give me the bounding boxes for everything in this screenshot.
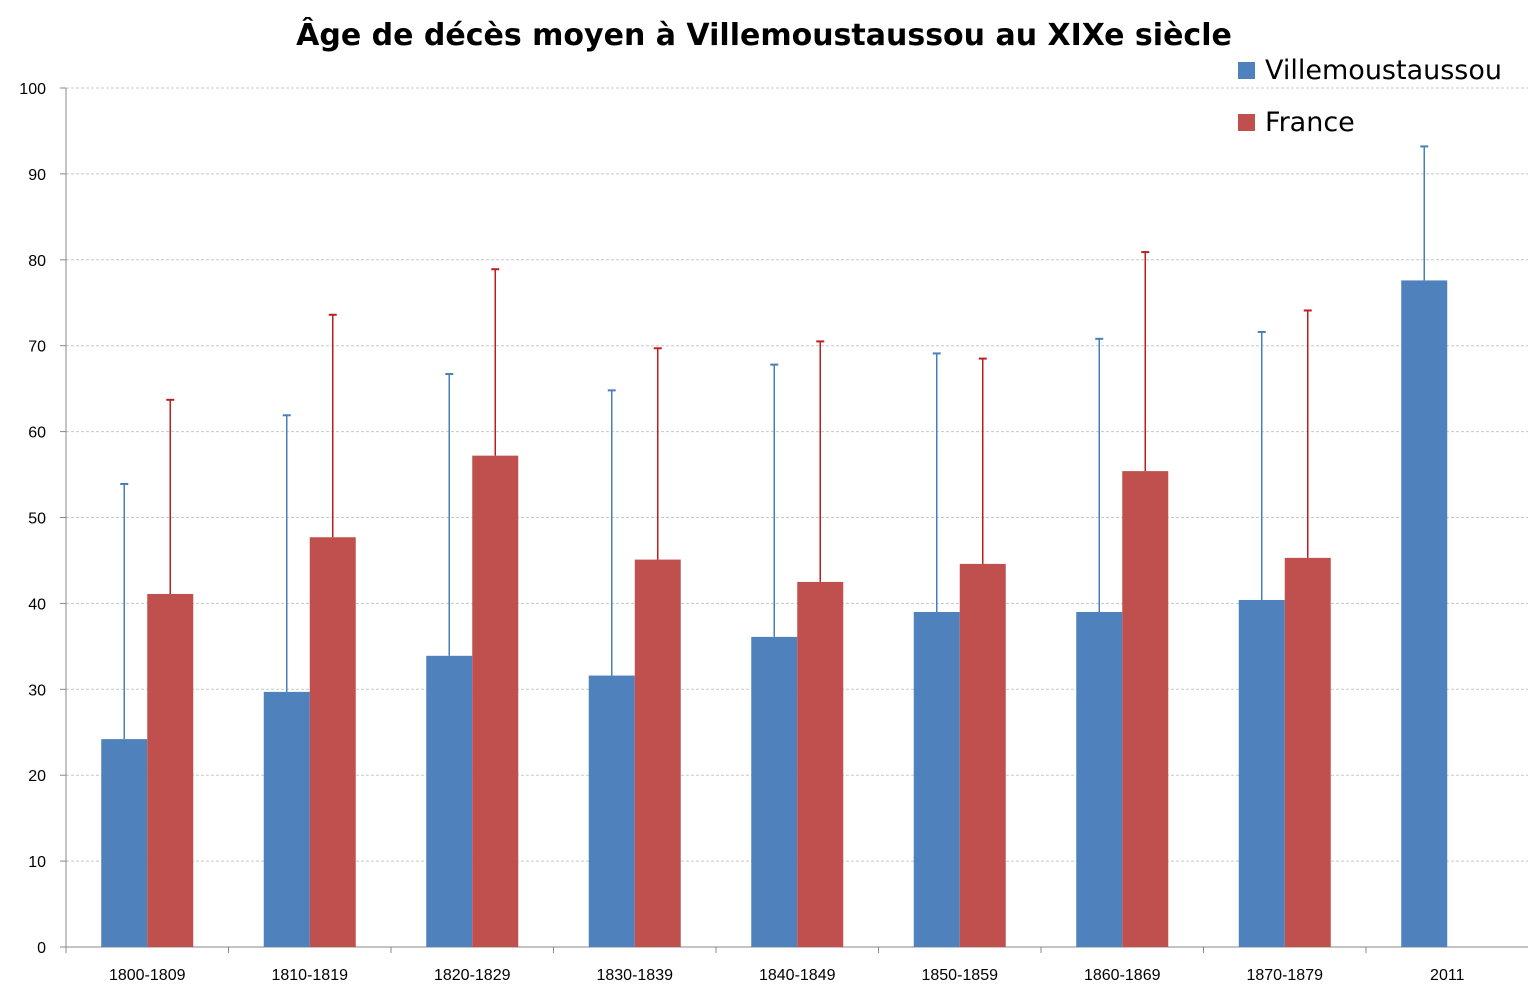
bar-villemoustaussou-1840-1849 — [751, 636, 798, 947]
x-tick-label: 1800-1809 — [109, 967, 186, 984]
y-tick-label: 70 — [28, 339, 46, 356]
bar-villemoustaussou-2011 — [1401, 280, 1448, 947]
y-tick-label: 50 — [28, 511, 46, 528]
x-tick-label: 1820-1829 — [434, 967, 511, 984]
bar-france-1840-1849 — [797, 581, 844, 947]
bar-villemoustaussou-1850-1859 — [913, 611, 960, 947]
bar-villemoustaussou-1800-1809 — [101, 739, 148, 947]
y-tick-label: 80 — [28, 253, 46, 270]
error-bars — [120, 145, 1429, 740]
legend-item-villemoustaussou: Villemoustaussou — [1238, 44, 1502, 96]
x-tick-label: 2011 — [1430, 967, 1465, 984]
legend-swatch-villemoustaussou — [1238, 61, 1255, 79]
x-tick-label: 1870-1879 — [1246, 967, 1323, 984]
bars — [101, 280, 1448, 947]
bar-villemoustaussou-1860-1869 — [1076, 611, 1123, 947]
bar-france-1850-1859 — [959, 563, 1006, 947]
legend-label-villemoustaussou: Villemoustaussou — [1265, 54, 1503, 86]
x-tick-label: 1860-1869 — [1084, 967, 1161, 984]
y-tick-label: 10 — [28, 854, 46, 871]
bar-villemoustaussou-1830-1839 — [588, 675, 635, 947]
bar-france-1870-1879 — [1284, 557, 1331, 947]
y-tick-label: 20 — [28, 768, 46, 785]
bar-france-1810-1819 — [309, 537, 356, 947]
y-tick-label: 90 — [28, 167, 46, 184]
x-tick-label: 1810-1819 — [271, 967, 348, 984]
y-tick-label: 100 — [19, 81, 46, 98]
legend: Villemoustaussou France — [1238, 44, 1502, 148]
legend-label-france: France — [1265, 106, 1355, 138]
y-tick-label: 40 — [28, 596, 46, 613]
chart-title: Âge de décès moyen à Villemoustaussou au… — [296, 18, 1232, 53]
tick-labels: 0 10 20 30 40 50 60 70 80 90 100 1800-1809 1810-1819… — [19, 81, 1464, 984]
bar-villemoustaussou-1810-1819 — [263, 691, 310, 947]
y-tick-label: 0 — [37, 940, 46, 957]
x-tick-label: 1840-1849 — [759, 967, 836, 984]
bar-villemoustaussou-1820-1829 — [426, 655, 473, 947]
y-tick-label: 60 — [28, 425, 46, 442]
y-tick-label: 30 — [28, 682, 46, 699]
bar-france-1860-1869 — [1122, 471, 1169, 947]
bar-villemoustaussou-1870-1879 — [1238, 599, 1285, 947]
x-tick-label: 1850-1859 — [921, 967, 998, 984]
legend-swatch-france — [1238, 113, 1255, 131]
bar-france-1800-1809 — [147, 593, 194, 947]
bar-france-1820-1829 — [472, 455, 519, 947]
legend-item-france: France — [1238, 96, 1502, 148]
x-tick-label: 1830-1839 — [596, 967, 673, 984]
bar-france-1830-1839 — [634, 559, 681, 947]
